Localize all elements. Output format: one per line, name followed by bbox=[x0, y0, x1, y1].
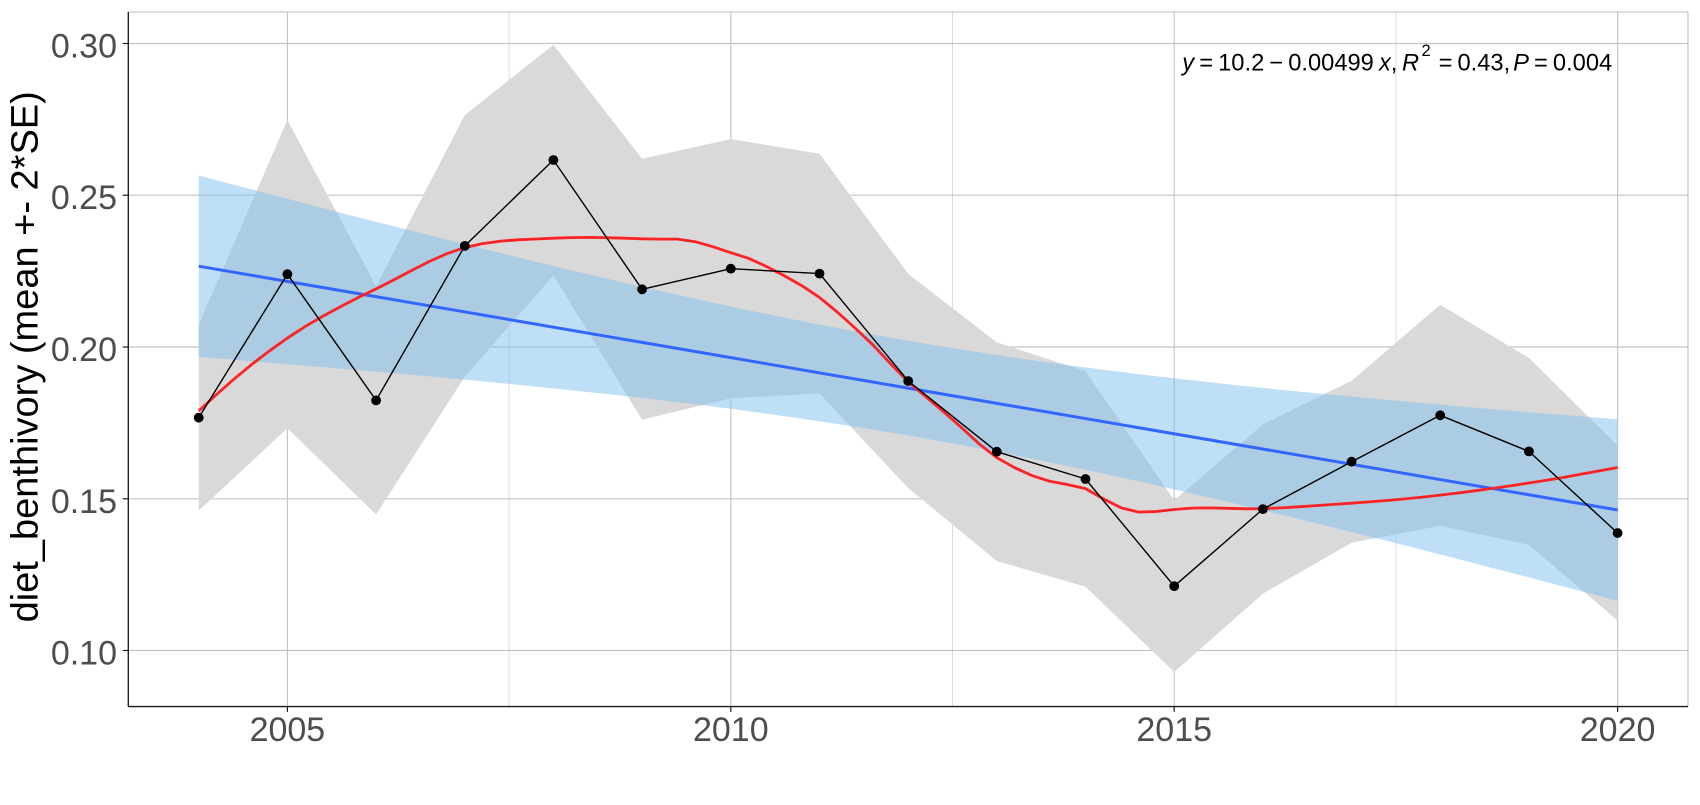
svg-text:0.30: 0.30 bbox=[51, 28, 117, 66]
svg-text:2: 2 bbox=[1422, 41, 1431, 60]
svg-text:2010: 2010 bbox=[693, 711, 769, 749]
svg-text:P = 0.004: P = 0.004 bbox=[1513, 51, 1612, 77]
svg-text:0.20: 0.20 bbox=[51, 331, 117, 369]
svg-text:y = 10.2 − 0.00499 x,: y = 10.2 − 0.00499 x, bbox=[1180, 51, 1397, 77]
svg-text:diet_benthivory (mean +- 2*SE): diet_benthivory (mean +- 2*SE) bbox=[5, 91, 47, 622]
svg-text:2020: 2020 bbox=[1580, 711, 1656, 749]
svg-text:R: R bbox=[1402, 51, 1419, 77]
svg-text:2005: 2005 bbox=[250, 711, 326, 749]
svg-text:2015: 2015 bbox=[1136, 711, 1212, 749]
svg-text:0.10: 0.10 bbox=[51, 635, 117, 673]
svg-text:= 0.43,: = 0.43, bbox=[1439, 51, 1511, 77]
svg-text:0.25: 0.25 bbox=[51, 179, 117, 217]
svg-text:0.15: 0.15 bbox=[51, 483, 117, 521]
